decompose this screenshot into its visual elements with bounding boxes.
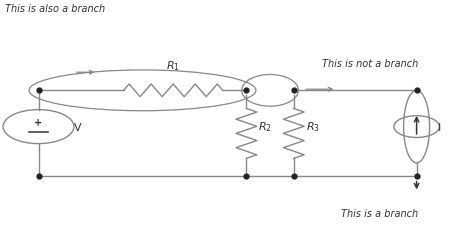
Text: This is a branch: This is a branch (341, 208, 418, 218)
Text: $R_1$: $R_1$ (166, 59, 180, 73)
Text: $R_3$: $R_3$ (306, 120, 319, 134)
Text: This is also a branch: This is also a branch (5, 4, 106, 14)
Text: This is not a branch: This is not a branch (322, 59, 419, 69)
Text: +: + (35, 117, 43, 127)
Text: I: I (438, 122, 441, 132)
Text: V: V (74, 122, 82, 132)
Text: $R_2$: $R_2$ (258, 120, 272, 134)
